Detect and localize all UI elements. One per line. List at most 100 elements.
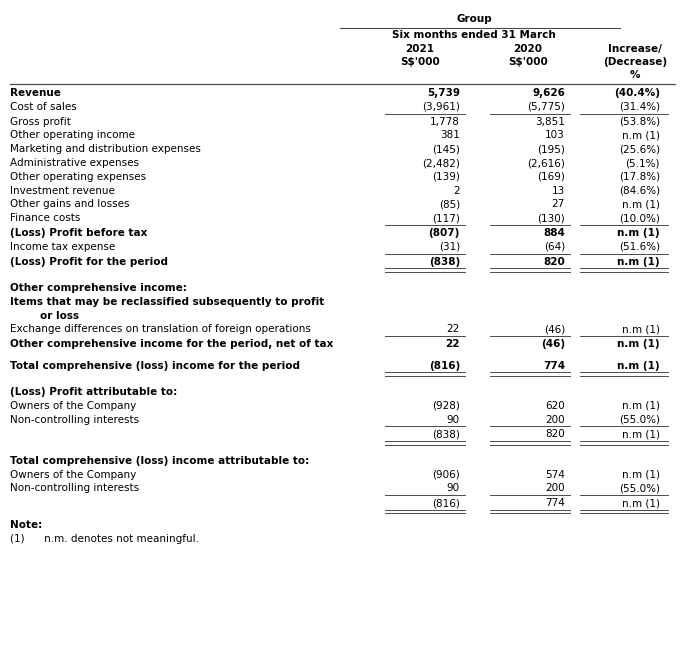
Text: n.m (1): n.m (1) [622, 498, 660, 508]
Text: (838): (838) [432, 430, 460, 439]
Text: (17.8%): (17.8%) [619, 172, 660, 182]
Text: 90: 90 [447, 415, 460, 424]
Text: 1,778: 1,778 [430, 117, 460, 126]
Text: Other gains and losses: Other gains and losses [10, 199, 129, 210]
Text: 774: 774 [545, 498, 565, 508]
Text: 620: 620 [545, 401, 565, 411]
Text: Other operating expenses: Other operating expenses [10, 172, 146, 182]
Text: 200: 200 [545, 415, 565, 424]
Text: Owners of the Company: Owners of the Company [10, 401, 136, 411]
Text: (2,616): (2,616) [527, 158, 565, 168]
Text: S$'000: S$'000 [508, 57, 548, 67]
Text: Note:: Note: [10, 520, 42, 530]
Text: Other comprehensive income for the period, net of tax: Other comprehensive income for the perio… [10, 339, 333, 349]
Text: n.m (1): n.m (1) [622, 324, 660, 334]
Text: Increase/: Increase/ [608, 44, 662, 54]
Text: (928): (928) [432, 401, 460, 411]
Text: 2: 2 [453, 186, 460, 195]
Text: %: % [630, 70, 641, 80]
Text: 820: 820 [543, 257, 565, 266]
Text: 9,626: 9,626 [532, 88, 565, 98]
Text: Six months ended 31 March: Six months ended 31 March [392, 30, 556, 40]
Text: 5,739: 5,739 [427, 88, 460, 98]
Text: 22: 22 [446, 339, 460, 349]
Text: n.m (1): n.m (1) [617, 257, 660, 266]
Text: (816): (816) [428, 361, 460, 371]
Text: Total comprehensive (loss) income for the period: Total comprehensive (loss) income for th… [10, 361, 300, 371]
Text: (64): (64) [544, 242, 565, 252]
Text: Total comprehensive (loss) income attributable to:: Total comprehensive (loss) income attrib… [10, 456, 310, 466]
Text: (84.6%): (84.6%) [619, 186, 660, 195]
Text: 2021: 2021 [406, 44, 435, 54]
Text: S$'000: S$'000 [400, 57, 440, 67]
Text: (807): (807) [428, 228, 460, 238]
Text: (139): (139) [432, 172, 460, 182]
Text: (Loss) Profit before tax: (Loss) Profit before tax [10, 228, 147, 238]
Text: n.m (1): n.m (1) [622, 401, 660, 411]
Text: (40.4%): (40.4%) [614, 88, 660, 98]
Text: (5.1%): (5.1%) [625, 158, 660, 168]
Text: (85): (85) [439, 199, 460, 210]
Text: Finance costs: Finance costs [10, 213, 80, 223]
Text: (31): (31) [439, 242, 460, 252]
Text: 2020: 2020 [513, 44, 542, 54]
Text: (51.6%): (51.6%) [619, 242, 660, 252]
Text: Investment revenue: Investment revenue [10, 186, 115, 195]
Text: 103: 103 [545, 130, 565, 141]
Text: (130): (130) [537, 213, 565, 223]
Text: (46): (46) [541, 339, 565, 349]
Text: n.m (1): n.m (1) [617, 228, 660, 238]
Text: (55.0%): (55.0%) [619, 483, 660, 493]
Text: 381: 381 [440, 130, 460, 141]
Text: Non-controlling interests: Non-controlling interests [10, 415, 139, 424]
Text: (1)      n.m. denotes not meaningful.: (1) n.m. denotes not meaningful. [10, 534, 199, 544]
Text: (838): (838) [428, 257, 460, 266]
Text: (145): (145) [432, 144, 460, 154]
Text: (Decrease): (Decrease) [603, 57, 667, 67]
Text: 27: 27 [551, 199, 565, 210]
Text: Revenue: Revenue [10, 88, 61, 98]
Text: (25.6%): (25.6%) [619, 144, 660, 154]
Text: n.m (1): n.m (1) [622, 199, 660, 210]
Text: Items that may be reclassified subsequently to profit: Items that may be reclassified subsequen… [10, 297, 324, 307]
Text: Income tax expense: Income tax expense [10, 242, 115, 252]
Text: (5,775): (5,775) [527, 102, 565, 112]
Text: Other comprehensive income:: Other comprehensive income: [10, 283, 187, 293]
Text: (46): (46) [544, 324, 565, 334]
Text: (816): (816) [432, 498, 460, 508]
Text: 884: 884 [543, 228, 565, 238]
Text: (2,482): (2,482) [422, 158, 460, 168]
Text: n.m (1): n.m (1) [622, 430, 660, 439]
Text: (53.8%): (53.8%) [619, 117, 660, 126]
Text: (55.0%): (55.0%) [619, 415, 660, 424]
Text: (117): (117) [432, 213, 460, 223]
Text: n.m (1): n.m (1) [617, 361, 660, 371]
Text: 90: 90 [447, 483, 460, 493]
Text: 774: 774 [543, 361, 565, 371]
Text: Gross profit: Gross profit [10, 117, 71, 126]
Text: (169): (169) [537, 172, 565, 182]
Text: or loss: or loss [40, 311, 79, 321]
Text: n.m (1): n.m (1) [622, 130, 660, 141]
Text: n.m (1): n.m (1) [617, 339, 660, 349]
Text: (906): (906) [433, 470, 460, 480]
Text: (Loss) Profit attributable to:: (Loss) Profit attributable to: [10, 387, 178, 397]
Text: (195): (195) [537, 144, 565, 154]
Text: 200: 200 [545, 483, 565, 493]
Text: Other operating income: Other operating income [10, 130, 135, 141]
Text: Non-controlling interests: Non-controlling interests [10, 483, 139, 493]
Text: n.m (1): n.m (1) [622, 470, 660, 480]
Text: Cost of sales: Cost of sales [10, 102, 77, 112]
Text: 22: 22 [447, 324, 460, 334]
Text: (Loss) Profit for the period: (Loss) Profit for the period [10, 257, 168, 266]
Text: 3,851: 3,851 [535, 117, 565, 126]
Text: Marketing and distribution expenses: Marketing and distribution expenses [10, 144, 201, 154]
Text: Administrative expenses: Administrative expenses [10, 158, 139, 168]
Text: (3,961): (3,961) [422, 102, 460, 112]
Text: 820: 820 [545, 430, 565, 439]
Text: 574: 574 [545, 470, 565, 480]
Text: 13: 13 [551, 186, 565, 195]
Text: Group: Group [456, 14, 492, 24]
Text: Owners of the Company: Owners of the Company [10, 470, 136, 480]
Text: (10.0%): (10.0%) [619, 213, 660, 223]
